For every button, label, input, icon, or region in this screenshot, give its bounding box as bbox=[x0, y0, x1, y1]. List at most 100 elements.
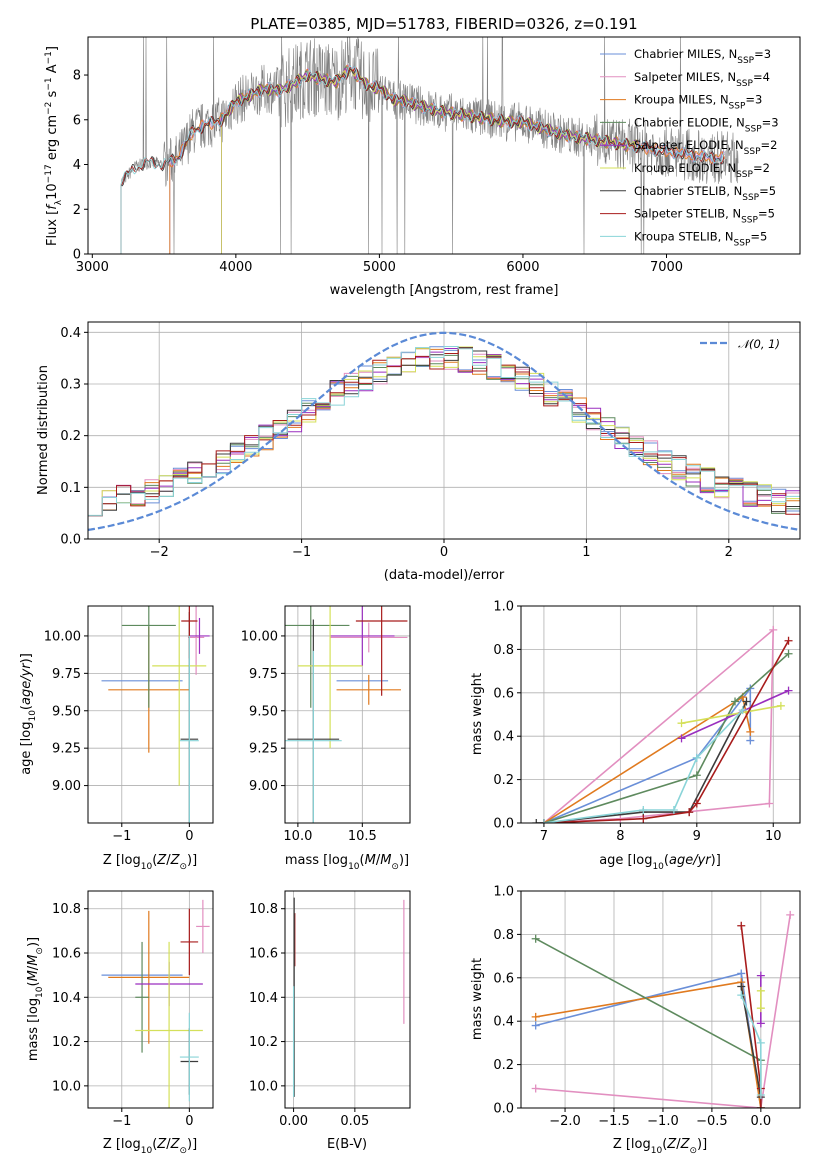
x-tick-label: 8 bbox=[616, 829, 624, 844]
y-tick-label: 1.0 bbox=[493, 600, 514, 615]
series-chabrier-miles bbox=[535, 972, 762, 1108]
axes-frame bbox=[284, 605, 411, 824]
series-point bbox=[756, 1104, 765, 1108]
x-tick-label: 3000 bbox=[76, 260, 109, 275]
x-tick-label: −0.5 bbox=[696, 1114, 728, 1129]
series-point bbox=[776, 701, 785, 710]
series-point bbox=[531, 1084, 540, 1093]
x-tick-label: 0 bbox=[185, 829, 193, 844]
series-point bbox=[616, 814, 625, 823]
series-point bbox=[639, 805, 648, 814]
y-axis-label: Flux [fλ10−17 erg cm−2 s−1 A−1] bbox=[44, 46, 64, 246]
x-tick-label: 2 bbox=[725, 545, 733, 560]
series-point bbox=[539, 819, 548, 823]
x-tick-label: 9 bbox=[693, 829, 701, 844]
y-tick-label: 10.8 bbox=[249, 902, 278, 917]
x-tick-label: 10.5 bbox=[348, 829, 377, 844]
mass_vs_ebv-panel: 0.00 0.05 10.0 10.2 10.4 10.6 10.8 bbox=[249, 890, 411, 1129]
x-tick-label: 7 bbox=[540, 829, 548, 844]
series-point bbox=[742, 697, 751, 706]
x-axis-label: mass [log10(M/M⊙)] bbox=[285, 853, 409, 872]
y-tick-label: 10.00 bbox=[241, 629, 278, 644]
series-point bbox=[784, 686, 793, 695]
y-tick-label: 0.3 bbox=[60, 378, 81, 393]
series-point bbox=[738, 706, 747, 715]
plot-area bbox=[531, 910, 795, 1108]
normal-curve bbox=[88, 331, 798, 531]
series-point bbox=[531, 1021, 540, 1030]
y-tick-label: 0.0 bbox=[60, 533, 81, 548]
x-axis-label: Z [log10(Z/Z⊙)] bbox=[103, 853, 197, 872]
x-tick-label: 0.00 bbox=[279, 1114, 308, 1129]
plot-area bbox=[285, 606, 408, 823]
x-tick-label: 1 bbox=[582, 545, 590, 560]
y-tick-label: 0.8 bbox=[493, 643, 514, 658]
series-kroupa-elodie bbox=[681, 705, 782, 724]
y-tick-label: 0.4 bbox=[493, 730, 514, 745]
plot-area bbox=[101, 606, 210, 823]
x-tick-label: 5000 bbox=[363, 260, 396, 275]
series-point bbox=[746, 736, 755, 745]
legend-entry: Salpeter ELODIE, NSSP=2 bbox=[634, 138, 777, 157]
x-tick-label: −1.0 bbox=[647, 1114, 679, 1129]
series-point bbox=[769, 625, 778, 634]
series-point bbox=[756, 1090, 765, 1099]
series-point bbox=[692, 753, 701, 762]
model-spectrum-salpeter-elodie bbox=[221, 67, 638, 254]
series-kroupa-miles bbox=[535, 981, 762, 1108]
age_vs_mass-panel: 10.0 10.5 9.00 9.25 9.50 9.75 10.00 bbox=[241, 605, 411, 844]
y-tick-label: 0.2 bbox=[493, 1058, 514, 1073]
y-axis-label: mass weight bbox=[470, 673, 485, 755]
histogram-panel: −2 −1 0 1 2 0.0 0.1 0.2 0.3 0.4 bbox=[60, 321, 801, 560]
mass_vs_Z-panel: −1 0 10.0 10.2 10.4 10.6 10.8 bbox=[52, 890, 214, 1129]
y-axis-label: mass weight bbox=[470, 958, 485, 1040]
x-axis-label: (data-model)/error bbox=[384, 568, 505, 583]
series-salpeter-miles bbox=[543, 628, 775, 823]
series-point bbox=[737, 921, 746, 930]
x-tick-label: −2 bbox=[150, 545, 169, 560]
y-tick-label: 10.0 bbox=[249, 1079, 278, 1094]
axes-frame bbox=[520, 605, 801, 824]
x-tick-label: −1 bbox=[112, 829, 131, 844]
series-point bbox=[669, 805, 678, 814]
y-tick-label: 0.2 bbox=[60, 429, 81, 444]
y-tick-label: 10.4 bbox=[249, 991, 278, 1006]
y-tick-label: 10.8 bbox=[52, 902, 81, 917]
axes-frame bbox=[87, 36, 801, 255]
series-point bbox=[756, 971, 765, 980]
series-point bbox=[532, 819, 541, 823]
series-point bbox=[692, 799, 701, 808]
y-tick-label: 8 bbox=[73, 69, 81, 84]
y-tick-label: 0.4 bbox=[493, 1015, 514, 1030]
y-tick-label: 0.1 bbox=[60, 481, 81, 496]
spectrum-panel: 3000 4000 5000 6000 7000 0 2 4 6 8 bbox=[73, 36, 801, 275]
series-point bbox=[531, 1012, 540, 1021]
chart-title: PLATE=0385, MJD=51783, FIBERID=0326, z=0… bbox=[250, 15, 637, 33]
series-point bbox=[784, 636, 793, 645]
y-tick-label: 0.4 bbox=[60, 326, 81, 341]
x-tick-label: 0.0 bbox=[750, 1114, 771, 1129]
series-point bbox=[737, 991, 746, 1000]
plot-area bbox=[292, 897, 405, 1097]
legend-entry: Chabrier MILES, NSSP=3 bbox=[634, 47, 771, 66]
axes-frame bbox=[284, 890, 411, 1109]
model-spectrum-chabrier-stelib bbox=[120, 67, 725, 254]
histogram-salpeter-stelib bbox=[88, 347, 800, 516]
y-axis-label: mass [log10(M/M⊙)] bbox=[26, 937, 45, 1061]
axes-frame bbox=[87, 605, 214, 824]
axes-frame bbox=[520, 890, 801, 1109]
series-point bbox=[756, 1004, 765, 1013]
y-tick-label: 9.00 bbox=[52, 779, 81, 794]
series-chabrier-stelib bbox=[536, 701, 748, 823]
y-tick-label: 0 bbox=[73, 248, 81, 263]
y-tick-label: 0.0 bbox=[493, 1102, 514, 1117]
x-tick-label: −1 bbox=[112, 1114, 131, 1129]
weight_vs_age-panel: 7 8 9 10 0.0 0.2 0.4 0.6 0.8 1.0 bbox=[493, 600, 801, 844]
series-chabrier-elodie bbox=[535, 937, 762, 1108]
x-axis-label: wavelength [Angstrom, rest frame] bbox=[330, 283, 559, 298]
series-point bbox=[677, 719, 686, 728]
legend-entry: Kroupa STELIB, NSSP=5 bbox=[634, 229, 767, 248]
y-tick-label: 9.75 bbox=[52, 667, 81, 682]
y-tick-label: 10.2 bbox=[52, 1035, 81, 1050]
legend-entry: Kroupa MILES, NSSP=3 bbox=[634, 93, 762, 112]
